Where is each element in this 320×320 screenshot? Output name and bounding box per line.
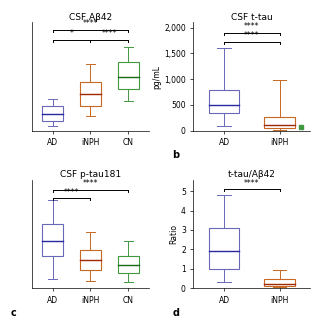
Bar <box>209 228 239 269</box>
Text: ****: **** <box>244 31 260 40</box>
Title: CSF p-tau181: CSF p-tau181 <box>60 170 121 179</box>
Text: ****: **** <box>244 22 260 31</box>
Title: CSF Aβ42: CSF Aβ42 <box>69 12 112 22</box>
Text: ****: **** <box>83 179 98 188</box>
Y-axis label: Ratio: Ratio <box>169 224 178 244</box>
Text: b: b <box>172 150 180 160</box>
Title: t-tau/Aβ42: t-tau/Aβ42 <box>228 170 276 179</box>
Bar <box>118 62 139 89</box>
Text: *: * <box>70 29 74 38</box>
Bar <box>42 224 63 256</box>
Bar <box>80 250 101 270</box>
Bar <box>118 256 139 273</box>
Y-axis label: pg/mL: pg/mL <box>152 65 161 89</box>
Text: ****: **** <box>102 29 117 38</box>
Bar <box>209 90 239 113</box>
Bar <box>264 279 295 286</box>
Text: d: d <box>172 308 180 317</box>
Bar <box>264 117 295 128</box>
Text: c: c <box>11 308 17 317</box>
Bar <box>80 82 101 106</box>
Title: CSF t-tau: CSF t-tau <box>231 12 273 22</box>
Text: ****: **** <box>244 179 260 188</box>
Text: ****: **** <box>83 19 98 28</box>
Text: ****: **** <box>64 188 79 197</box>
Bar <box>42 106 63 121</box>
